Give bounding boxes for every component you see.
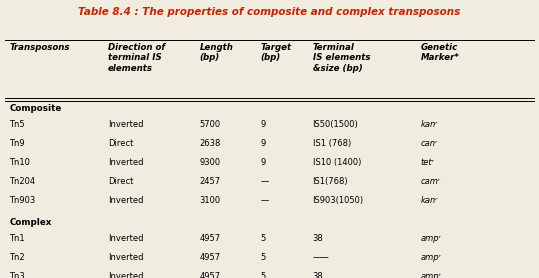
Text: IS1 (768): IS1 (768)	[313, 139, 351, 148]
Text: Complex: Complex	[9, 218, 52, 227]
Text: Inverted: Inverted	[108, 272, 143, 278]
Text: —: —	[260, 177, 269, 186]
Text: Tn2: Tn2	[9, 253, 25, 262]
Text: ampʳ: ampʳ	[420, 272, 441, 278]
Text: 9: 9	[260, 139, 266, 148]
Text: 4957: 4957	[199, 253, 220, 262]
Text: Inverted: Inverted	[108, 158, 143, 167]
Text: ampʳ: ampʳ	[420, 253, 441, 262]
Text: Table 8.4 : The properties of composite and complex transposons: Table 8.4 : The properties of composite …	[78, 7, 461, 17]
Text: Inverted: Inverted	[108, 196, 143, 205]
Text: Target
(bp): Target (bp)	[260, 43, 292, 63]
Text: 5: 5	[260, 234, 266, 243]
Text: IS1(768): IS1(768)	[313, 177, 348, 186]
Text: Tn3: Tn3	[9, 272, 25, 278]
Text: ampʳ: ampʳ	[420, 234, 441, 243]
Text: 9: 9	[260, 120, 266, 129]
Text: Direct: Direct	[108, 177, 133, 186]
Text: Tn903: Tn903	[9, 196, 36, 205]
Text: —: —	[260, 196, 269, 205]
Text: 5: 5	[260, 272, 266, 278]
Text: 4957: 4957	[199, 272, 220, 278]
Text: Genetic
Marker*: Genetic Marker*	[420, 43, 459, 63]
Text: 2457: 2457	[199, 177, 220, 186]
Text: 38: 38	[313, 272, 323, 278]
Text: 3100: 3100	[199, 196, 220, 205]
Text: Tn9: Tn9	[9, 139, 25, 148]
Text: Direction of
terminal IS
elements: Direction of terminal IS elements	[108, 43, 165, 73]
Text: 38: 38	[313, 234, 323, 243]
Text: 2638: 2638	[199, 139, 221, 148]
Text: 4957: 4957	[199, 234, 220, 243]
Text: Inverted: Inverted	[108, 234, 143, 243]
Text: tetʳ: tetʳ	[420, 158, 434, 167]
Text: Length
(bp): Length (bp)	[199, 43, 233, 63]
Text: 9300: 9300	[199, 158, 220, 167]
Text: 9: 9	[260, 158, 266, 167]
Text: IS50(1500): IS50(1500)	[313, 120, 358, 129]
Text: kanʳ: kanʳ	[420, 196, 438, 205]
Text: ——: ——	[313, 253, 329, 262]
Text: Tn204: Tn204	[9, 177, 35, 186]
Text: IS10 (1400): IS10 (1400)	[313, 158, 361, 167]
Text: 5700: 5700	[199, 120, 220, 129]
Text: IS903(1050): IS903(1050)	[313, 196, 364, 205]
Text: camʳ: camʳ	[420, 177, 440, 186]
Text: Inverted: Inverted	[108, 120, 143, 129]
Text: Composite: Composite	[9, 104, 61, 113]
Text: Tn1: Tn1	[9, 234, 25, 243]
Text: Terminal
IS elements
&size (bp): Terminal IS elements &size (bp)	[313, 43, 370, 73]
Text: canʳ: canʳ	[420, 139, 438, 148]
Text: 5: 5	[260, 253, 266, 262]
Text: Tn5: Tn5	[9, 120, 25, 129]
Text: Direct: Direct	[108, 139, 133, 148]
Text: Inverted: Inverted	[108, 253, 143, 262]
Text: Transposons: Transposons	[9, 43, 70, 52]
Text: Tn10: Tn10	[9, 158, 30, 167]
Text: kanʳ: kanʳ	[420, 120, 438, 129]
